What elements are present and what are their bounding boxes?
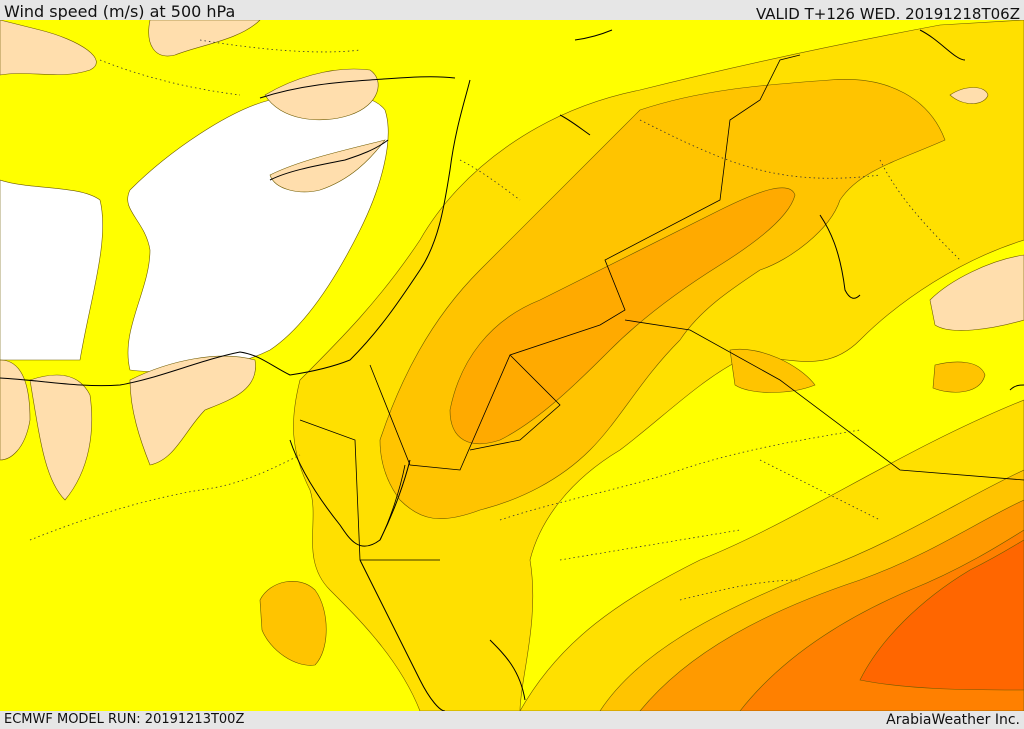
light-wind-patch xyxy=(0,20,97,76)
light-wind-patch xyxy=(269,139,386,193)
light-wind-patch xyxy=(929,254,1024,331)
light-wind-patch xyxy=(129,355,256,466)
jet-core xyxy=(449,187,796,444)
wind-band-extreme xyxy=(859,539,1024,691)
light-wind-patch xyxy=(29,374,92,501)
model-run-label: ECMWF MODEL RUN: 20191213T00Z xyxy=(4,712,245,727)
wind-cell xyxy=(259,581,327,666)
wind-speed-map xyxy=(0,20,1024,711)
calm-zone-west xyxy=(0,179,103,361)
province-borders xyxy=(29,39,961,601)
light-wind-patch xyxy=(949,87,989,104)
wind-cell xyxy=(932,361,986,393)
coastlines xyxy=(0,29,1024,711)
light-wind-patch xyxy=(0,359,31,461)
wind-cell xyxy=(729,348,816,393)
map-footer: ECMWF MODEL RUN: 20191213T00Z ArabiaWeat… xyxy=(0,711,1024,729)
map-header: Wind speed (m/s) at 500 hPa VALID T+126 … xyxy=(0,0,1024,23)
valid-time-label: VALID T+126 WED. 20191218T06Z xyxy=(755,5,1020,23)
credit-label: ArabiaWeather Inc. xyxy=(886,712,1020,728)
country-borders xyxy=(299,54,1024,561)
map-title: Wind speed (m/s) at 500 hPa xyxy=(4,2,236,21)
light-wind-patch xyxy=(148,20,261,57)
